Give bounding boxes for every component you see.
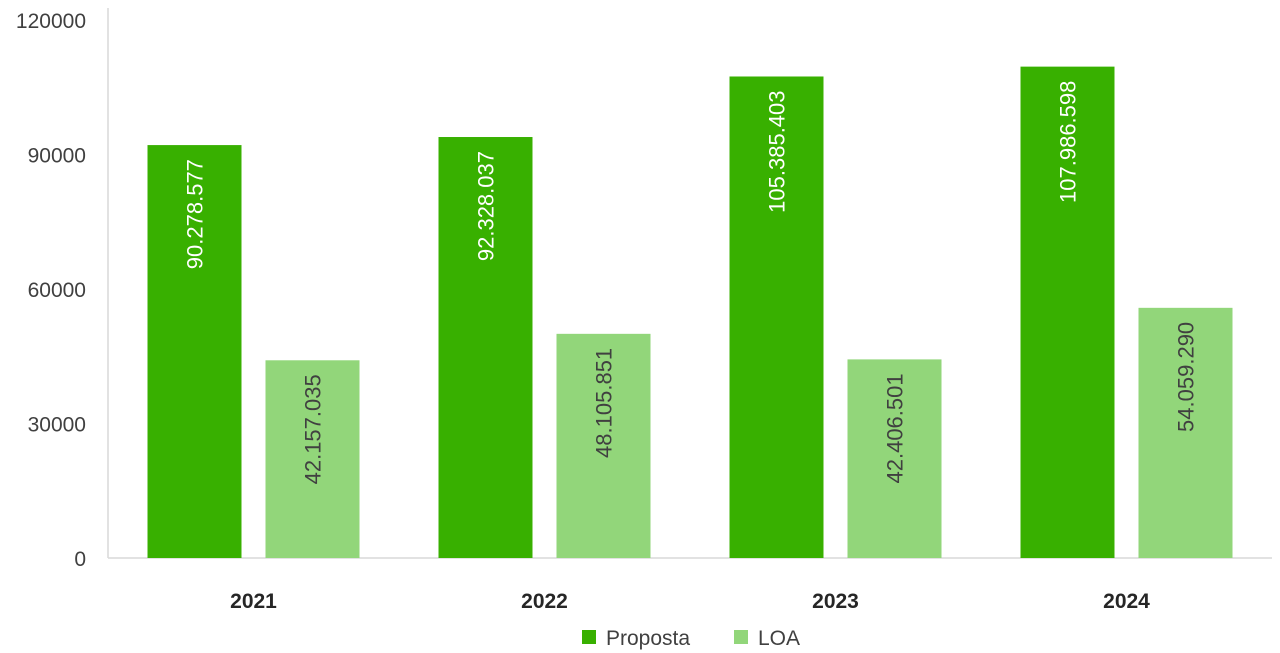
legend-swatch-proposta bbox=[582, 630, 596, 644]
legend-swatch-loa bbox=[734, 630, 748, 644]
data-label-proposta-2023: 105.385.403 bbox=[765, 90, 790, 212]
data-label-proposta-2022: 92.328.037 bbox=[474, 151, 499, 261]
data-label-loa-2024: 54.059.290 bbox=[1174, 322, 1199, 432]
x-tick-label: 2022 bbox=[521, 590, 568, 613]
x-tick-label: 2024 bbox=[1103, 590, 1150, 613]
y-tick-label: 120000 bbox=[16, 10, 86, 33]
x-tick-label: 2023 bbox=[812, 590, 859, 613]
y-tick-label: 60000 bbox=[28, 279, 86, 302]
bar-proposta-2022 bbox=[438, 137, 533, 558]
y-tick-label: 90000 bbox=[28, 145, 86, 168]
chart-data-labels: 90.278.577 42.157.035 92.328.037 48.105.851… bbox=[183, 81, 1199, 485]
bar-proposta-2021 bbox=[147, 145, 242, 558]
data-label-proposta-2024: 107.986.598 bbox=[1056, 81, 1081, 203]
chart-legend: Proposta LOA bbox=[582, 627, 800, 650]
data-label-loa-2021: 42.157.035 bbox=[301, 374, 326, 484]
bar-proposta-2023 bbox=[729, 76, 824, 559]
bar-loa-2021 bbox=[265, 360, 360, 558]
bar-proposta-2024 bbox=[1020, 66, 1115, 559]
data-label-loa-2023: 42.406.501 bbox=[883, 373, 908, 483]
bar-loa-2022 bbox=[556, 333, 651, 558]
legend-label-proposta: Proposta bbox=[606, 627, 690, 650]
chart-bars bbox=[147, 66, 1233, 559]
data-label-loa-2022: 48.105.851 bbox=[592, 348, 617, 458]
y-tick-label: 30000 bbox=[28, 414, 86, 437]
y-tick-label: 0 bbox=[74, 548, 86, 571]
legend-label-loa: LOA bbox=[758, 627, 800, 650]
bar-loa-2023 bbox=[847, 359, 942, 558]
data-label-proposta-2021: 90.278.577 bbox=[183, 159, 208, 269]
x-tick-label: 2021 bbox=[230, 590, 277, 613]
bar-loa-2024 bbox=[1138, 307, 1233, 558]
